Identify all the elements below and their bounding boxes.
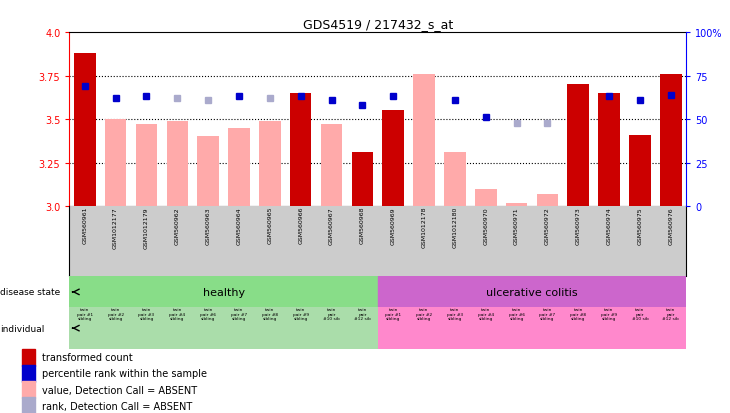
Text: twin
pair #2
sibling: twin pair #2 sibling	[416, 308, 432, 320]
Bar	[629, 135, 650, 206]
Text: GSM560964: GSM560964	[237, 206, 242, 244]
Bar	[501, 308, 532, 349]
Text: GSM560961: GSM560961	[82, 206, 88, 244]
Bar	[259, 121, 280, 206]
Bar	[537, 195, 558, 206]
Bar	[166, 121, 188, 206]
Text: value, Detection Call = ABSENT: value, Detection Call = ABSENT	[42, 385, 197, 395]
Bar	[69, 308, 100, 349]
Bar	[223, 308, 255, 349]
Bar	[228, 128, 250, 206]
Text: twin
pair #8
sibling: twin pair #8 sibling	[262, 308, 278, 320]
Bar	[100, 308, 131, 349]
Bar	[378, 308, 409, 349]
Text: twin
pair #4
sibling: twin pair #4 sibling	[477, 308, 493, 320]
Text: twin
pair #4
sibling: twin pair #4 sibling	[169, 308, 185, 320]
Bar	[74, 54, 96, 206]
Text: twin
pair
#12 sib: twin pair #12 sib	[662, 308, 679, 320]
Bar	[563, 308, 593, 349]
Bar	[290, 94, 312, 206]
Text: GSM560973: GSM560973	[576, 206, 581, 244]
Text: twin
pair #6
sibling: twin pair #6 sibling	[200, 308, 216, 320]
Text: percentile rank within the sample: percentile rank within the sample	[42, 368, 207, 379]
Bar	[131, 308, 162, 349]
Text: GSM560966: GSM560966	[298, 206, 303, 244]
Bar	[475, 189, 496, 206]
Text: twin
pair #7
sibling: twin pair #7 sibling	[231, 308, 247, 320]
Text: GSM1012180: GSM1012180	[453, 206, 458, 248]
Text: twin
pair #2
sibling: twin pair #2 sibling	[107, 308, 123, 320]
Text: GSM560972: GSM560972	[545, 206, 550, 244]
Text: GSM1012178: GSM1012178	[421, 206, 426, 248]
Bar	[22, 397, 35, 413]
Text: twin
pair #8
sibling: twin pair #8 sibling	[570, 308, 586, 320]
Bar	[660, 75, 682, 206]
Text: GSM560967: GSM560967	[329, 206, 334, 244]
Bar	[409, 308, 439, 349]
Text: GSM560962: GSM560962	[174, 206, 180, 244]
Text: rank, Detection Call = ABSENT: rank, Detection Call = ABSENT	[42, 401, 193, 411]
Text: GSM560965: GSM560965	[267, 206, 272, 244]
Text: GSM560975: GSM560975	[637, 206, 642, 244]
Bar	[470, 308, 501, 349]
Bar	[22, 349, 35, 366]
Text: twin
pair #3
sibling: twin pair #3 sibling	[139, 308, 155, 320]
Bar	[22, 365, 35, 382]
Title: GDS4519 / 217432_s_at: GDS4519 / 217432_s_at	[303, 17, 453, 31]
Bar	[105, 120, 126, 206]
Text: GSM560971: GSM560971	[514, 206, 519, 244]
Text: ulcerative colitis: ulcerative colitis	[486, 287, 578, 297]
Text: twin
pair #9
sibling: twin pair #9 sibling	[601, 308, 617, 320]
Text: twin
pair #9
sibling: twin pair #9 sibling	[293, 308, 309, 320]
Text: GSM1012177: GSM1012177	[113, 206, 118, 248]
Text: twin
pair #6
sibling: twin pair #6 sibling	[509, 308, 525, 320]
Bar	[439, 308, 470, 349]
Text: twin
pair #1
sibling: twin pair #1 sibling	[385, 308, 402, 320]
Bar	[162, 308, 193, 349]
Text: GSM560976: GSM560976	[668, 206, 673, 244]
Bar	[383, 111, 404, 206]
Bar	[532, 308, 563, 349]
Text: GSM560968: GSM560968	[360, 206, 365, 244]
Text: twin
pair
#10 sib: twin pair #10 sib	[631, 308, 648, 320]
Text: twin
pair #3
sibling: twin pair #3 sibling	[447, 308, 463, 320]
Text: GSM560969: GSM560969	[391, 206, 396, 244]
Bar	[254, 308, 285, 349]
Bar	[316, 308, 347, 349]
Bar	[656, 308, 686, 349]
Text: GSM1012179: GSM1012179	[144, 206, 149, 248]
Bar	[506, 203, 527, 206]
Bar	[444, 153, 466, 206]
Bar	[352, 153, 373, 206]
Bar	[193, 308, 223, 349]
Text: twin
pair
#12 sib: twin pair #12 sib	[354, 308, 371, 320]
Text: twin
pair
#10 sib: twin pair #10 sib	[323, 308, 340, 320]
Bar	[285, 308, 316, 349]
Bar	[599, 94, 620, 206]
Text: transformed count: transformed count	[42, 352, 133, 362]
Text: individual: individual	[0, 324, 45, 333]
Text: twin
pair #1
sibling: twin pair #1 sibling	[77, 308, 93, 320]
Bar	[593, 308, 624, 349]
Bar	[22, 381, 35, 398]
Bar	[136, 125, 157, 206]
Bar	[347, 308, 378, 349]
Bar	[197, 137, 219, 206]
Text: GSM560970: GSM560970	[483, 206, 488, 244]
Text: GSM560963: GSM560963	[206, 206, 211, 244]
Text: GSM560974: GSM560974	[607, 206, 612, 244]
Text: disease state: disease state	[0, 288, 61, 297]
Bar	[413, 75, 435, 206]
Bar	[320, 125, 342, 206]
Bar	[378, 277, 686, 308]
Text: twin
pair #7
sibling: twin pair #7 sibling	[539, 308, 556, 320]
Bar	[69, 277, 378, 308]
Text: healthy: healthy	[202, 287, 245, 297]
Bar	[625, 308, 656, 349]
Bar	[567, 85, 589, 206]
